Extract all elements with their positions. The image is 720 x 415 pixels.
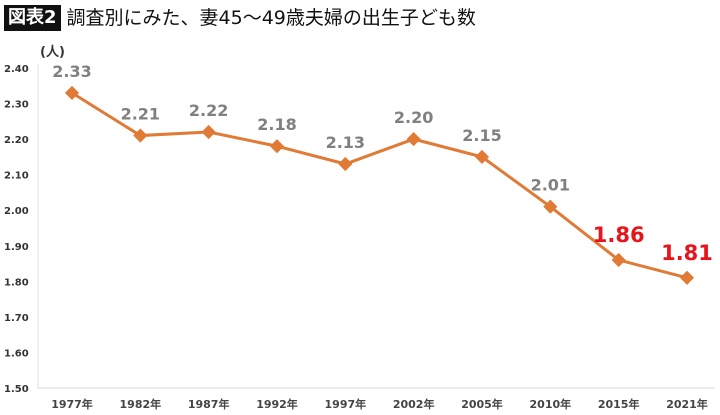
title-text: 調査別にみた、妻45〜49歳夫婦の出生子ども数 [66, 7, 476, 29]
y-tick-label: 1.60 [4, 348, 29, 359]
x-tick-label: 2010年 [530, 397, 572, 411]
data-point [64, 85, 80, 100]
y-tick-label: 1.70 [4, 313, 29, 324]
data-label: 1.81 [661, 241, 713, 265]
data-point [474, 149, 490, 164]
y-axis-unit: (人) [40, 44, 65, 60]
x-tick-label: 1992年 [256, 397, 298, 411]
y-tick-label: 1.90 [4, 242, 29, 253]
data-label: 2.01 [531, 176, 570, 195]
data-label: 2.22 [189, 101, 228, 120]
x-tick-label: 1982年 [120, 397, 162, 411]
y-tick-label: 1.80 [4, 277, 29, 288]
data-point [679, 270, 695, 285]
y-tick-label: 2.20 [4, 135, 29, 146]
x-tick-label: 2021年 [666, 397, 708, 411]
data-label: 2.33 [52, 62, 91, 81]
data-point [133, 128, 148, 143]
x-tick-label: 2015年 [598, 397, 640, 411]
x-tick-label: 2005年 [461, 397, 503, 411]
data-label: 2.15 [462, 126, 501, 145]
x-tick-label: 1977年 [51, 397, 93, 411]
data-point [543, 199, 558, 214]
data-point [338, 156, 353, 172]
data-point [201, 124, 216, 140]
data-point [269, 139, 285, 154]
data-label: 2.13 [326, 133, 365, 152]
y-tick-label: 2.40 [4, 64, 29, 75]
y-tick-label: 2.10 [4, 171, 29, 182]
y-tick-label: 2.30 [4, 100, 29, 111]
data-point [406, 132, 421, 147]
x-tick-label: 2002年 [393, 397, 435, 411]
x-tick-label: 1997年 [325, 397, 367, 411]
x-tick-label: 1987年 [188, 397, 230, 411]
series-line [71, 91, 688, 280]
y-tick-label: 2.00 [4, 206, 29, 217]
data-label: 2.20 [394, 108, 433, 127]
data-label: 2.18 [257, 115, 296, 134]
data-point [611, 252, 626, 268]
data-label: 1.86 [593, 223, 645, 247]
y-tick-label: 1.50 [4, 384, 29, 395]
data-label: 2.21 [121, 105, 160, 124]
figure-badge: 図表2 [4, 5, 61, 31]
chart-title: 図表2 調査別にみた、妻45〜49歳夫婦の出生子ども数 [4, 4, 476, 32]
